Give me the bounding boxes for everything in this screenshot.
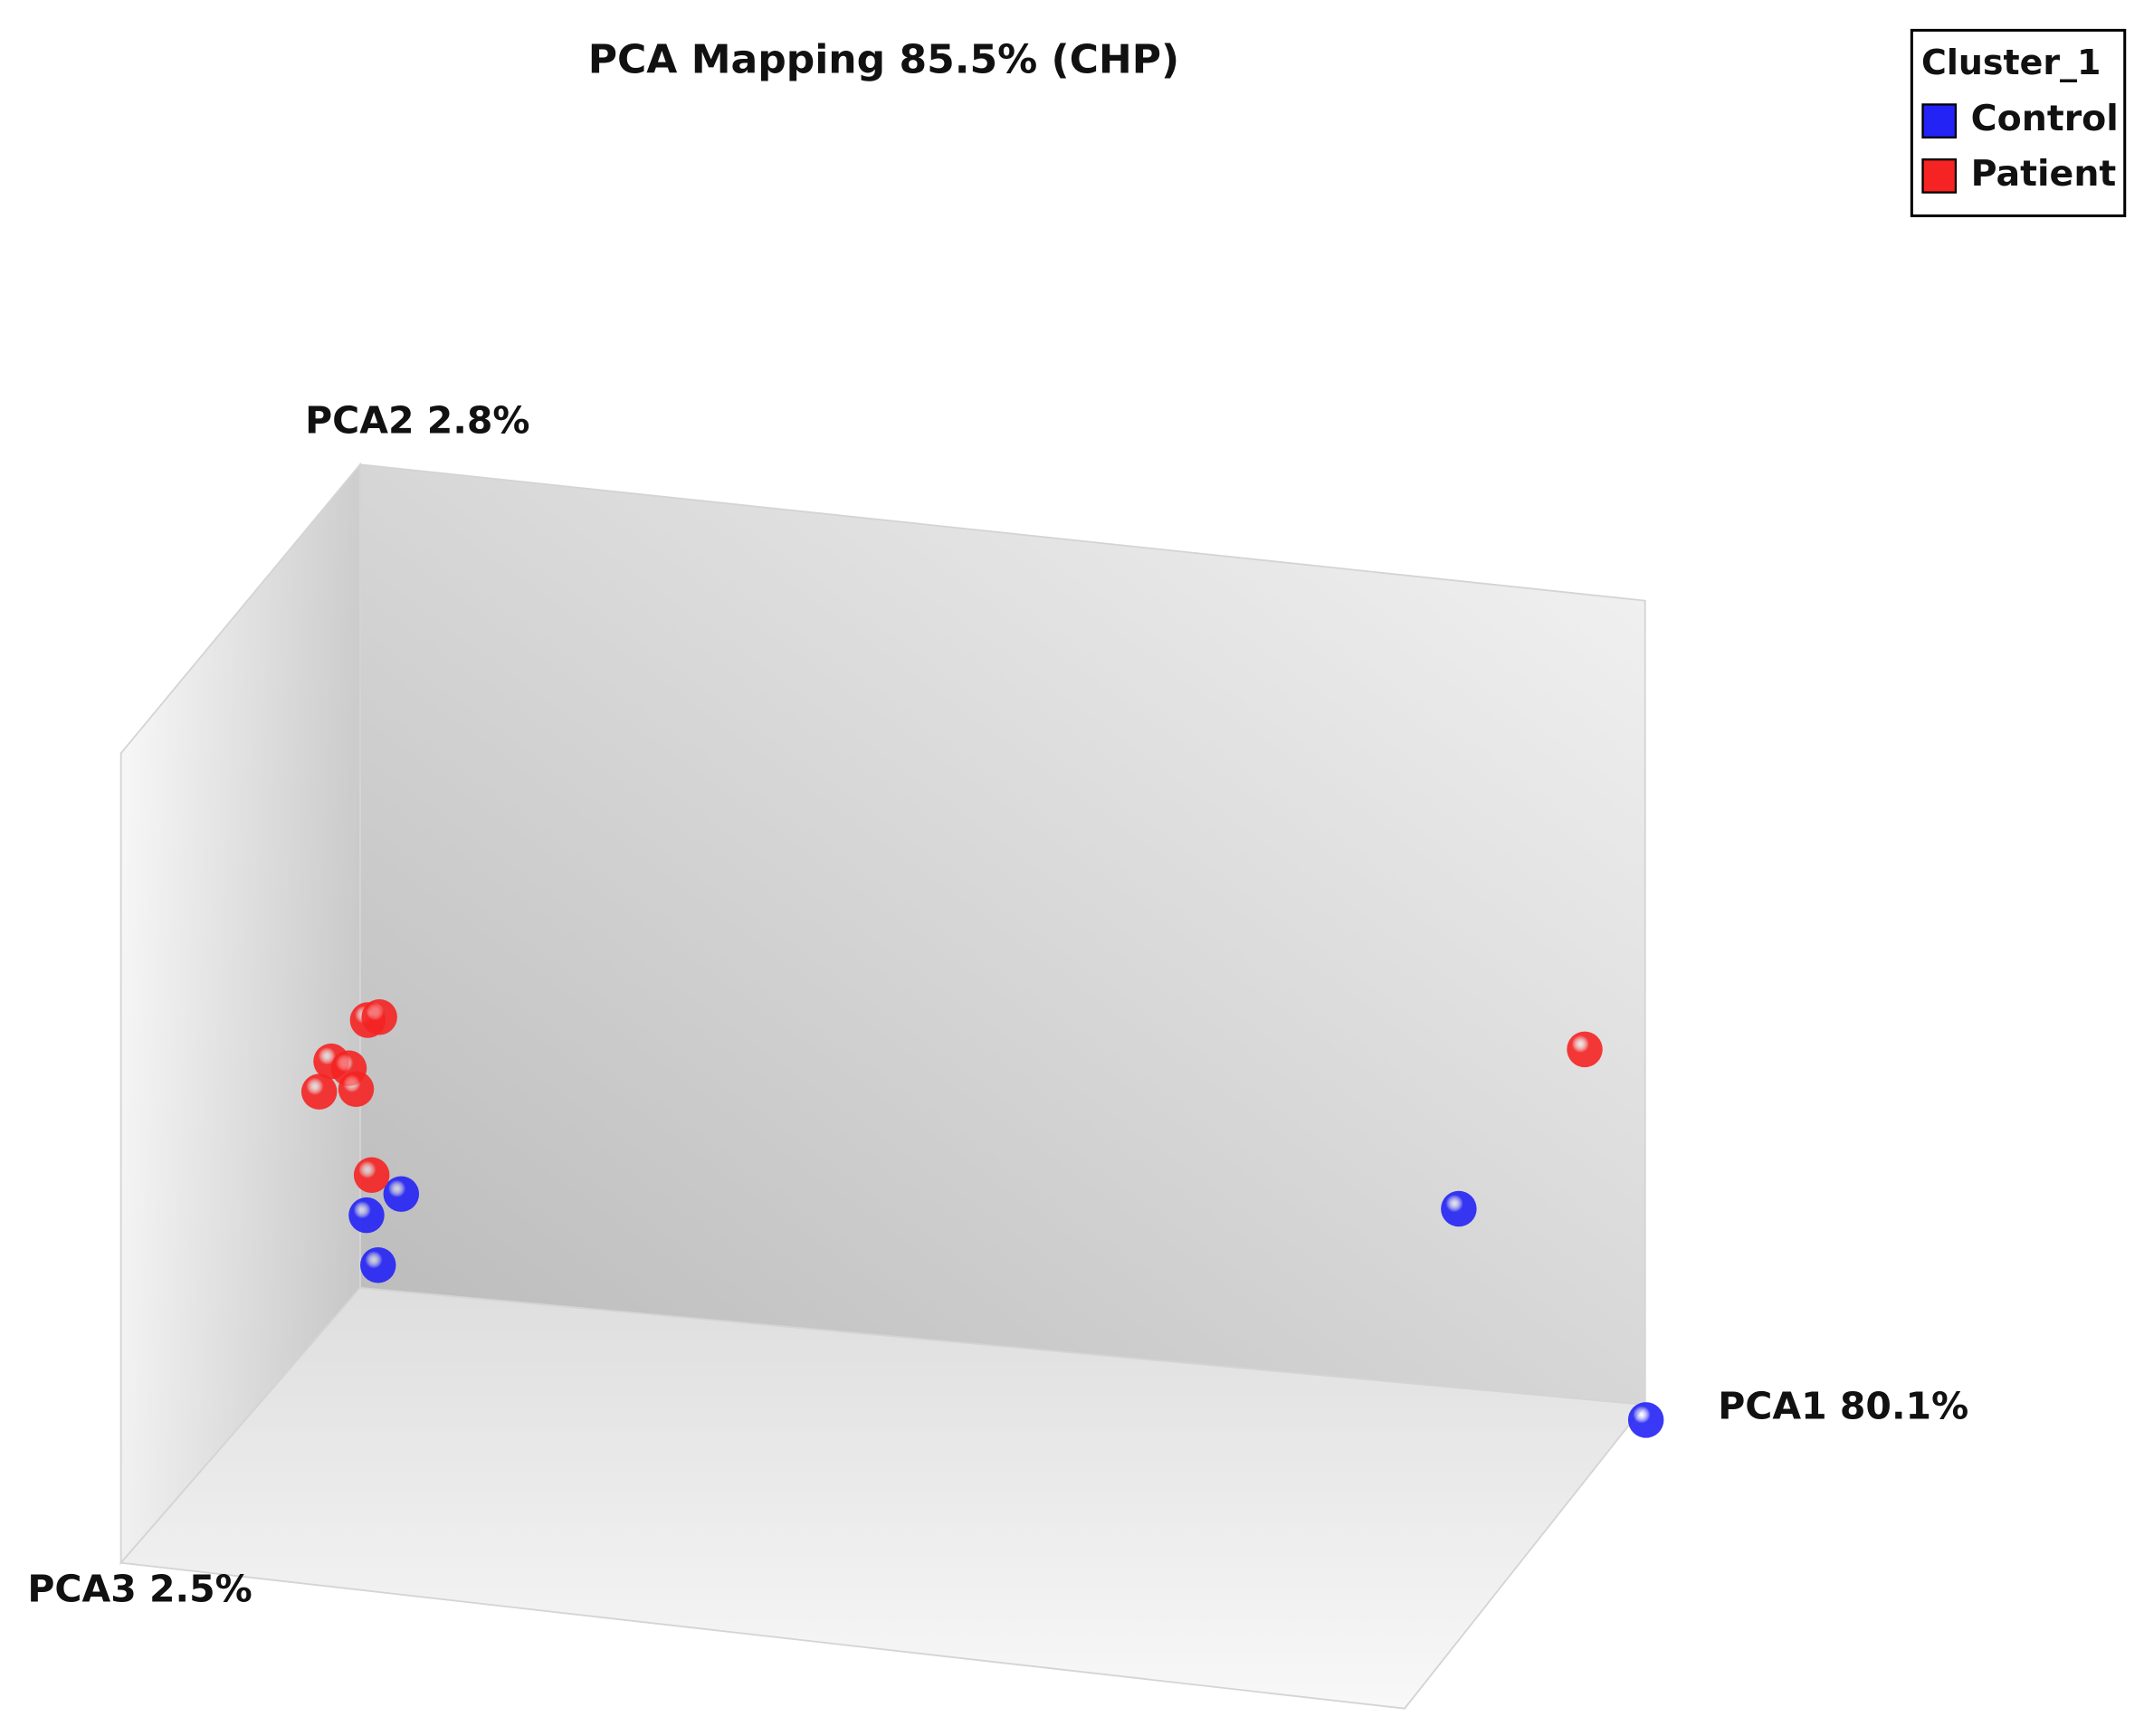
legend-swatch xyxy=(1921,158,1958,194)
y-axis-label: PCA2 2.8% xyxy=(305,399,529,443)
data-point xyxy=(353,1157,390,1193)
legend-label: Patient xyxy=(1971,153,2117,195)
legend: Cluster_1 Control Patient xyxy=(1910,28,2127,217)
legend-title: Cluster_1 xyxy=(1921,43,2101,82)
data-point xyxy=(361,998,397,1035)
data-point xyxy=(383,1176,420,1212)
data-point xyxy=(338,1071,375,1108)
z-axis-label: PCA3 2.5% xyxy=(27,1568,252,1611)
data-point xyxy=(1441,1190,1477,1227)
legend-swatch xyxy=(1921,103,1958,139)
data-point xyxy=(348,1197,385,1234)
points xyxy=(300,998,1664,1438)
legend-label: Control xyxy=(1971,98,2119,139)
plot-box xyxy=(119,462,1647,1710)
data-point xyxy=(1627,1402,1664,1438)
data-point xyxy=(360,1247,396,1283)
data-point xyxy=(300,1073,338,1110)
x-axis-label: PCA1 80.1% xyxy=(1718,1385,1968,1428)
chart-title: PCA Mapping 85.5% (CHP) xyxy=(588,36,1179,82)
data-point xyxy=(1567,1031,1603,1068)
